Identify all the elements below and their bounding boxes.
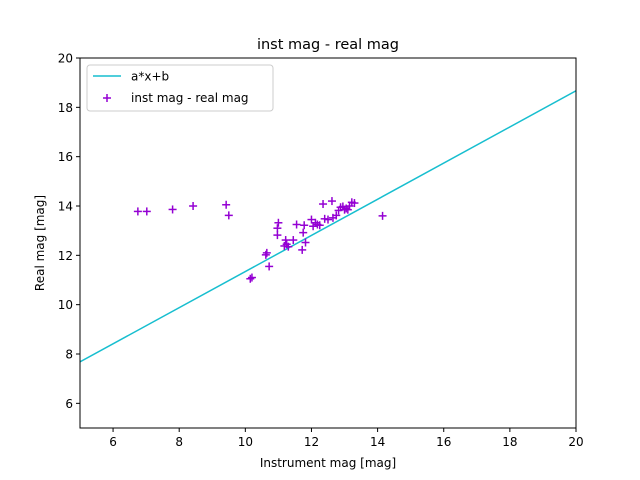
y-axis-ticks: 6 8 10 12 14 16 18 20: [58, 52, 80, 411]
x-tick-label: 20: [568, 435, 583, 449]
x-tick-label: 16: [436, 435, 451, 449]
data-point: [168, 205, 177, 214]
data-point: [324, 215, 332, 224]
chart-title: inst mag - real mag: [257, 37, 399, 53]
data-point: [332, 211, 341, 220]
data-point: [246, 274, 255, 283]
data-point: [298, 245, 307, 254]
data-point: [133, 207, 142, 216]
x-axis-ticks: 6 8 10 12 14 16 18 20: [109, 428, 584, 449]
data-point: [284, 242, 293, 251]
x-tick-label: 6: [109, 435, 117, 449]
x-tick-label: 8: [175, 435, 183, 449]
plot-frame: [79, 57, 577, 429]
data-point: [292, 220, 301, 229]
x-tick-label: 14: [370, 435, 385, 449]
y-tick-label: 16: [58, 150, 73, 164]
data-point: [300, 221, 309, 230]
legend: a*x+b inst mag - real mag: [86, 64, 274, 112]
data-point: [343, 205, 352, 214]
legend-box: [86, 64, 274, 112]
data-point: [273, 224, 282, 233]
plot-area: [80, 58, 576, 428]
legend-plus-marker: [103, 94, 111, 102]
data-point: [262, 248, 271, 257]
data-point: [378, 211, 387, 220]
data-point: [273, 231, 282, 240]
legend-label-data-points: inst mag - real mag: [131, 91, 249, 105]
data-point: [299, 228, 308, 237]
x-axis-label: Instrument mag [mag]: [260, 456, 396, 470]
data-point: [265, 262, 274, 271]
data-layer: [80, 90, 576, 363]
x-tick-label: 10: [238, 435, 253, 449]
data-point: [319, 200, 328, 209]
legend-label-fit-line: a*x+b: [131, 70, 169, 84]
y-tick-label: 14: [58, 200, 73, 214]
x-tick-label: 12: [304, 435, 319, 449]
data-point: [327, 197, 336, 206]
legend-swatch-data-points: [103, 94, 111, 102]
data-point: [224, 211, 233, 220]
data-point: [247, 273, 256, 282]
y-tick-label: 18: [58, 101, 73, 115]
y-tick-label: 6: [65, 397, 73, 411]
y-tick-label: 10: [58, 298, 73, 312]
data-point: [301, 238, 310, 247]
fit-line: [80, 90, 576, 363]
y-tick-label: 20: [58, 52, 73, 66]
y-tick-label: 12: [58, 249, 73, 263]
data-point: [222, 200, 231, 209]
y-tick-label: 8: [65, 348, 73, 362]
data-point: [189, 202, 198, 210]
data-point: [315, 221, 324, 230]
y-axis-label: Real mag [mag]: [33, 195, 47, 291]
data-point: [274, 218, 283, 227]
data-point: [142, 207, 151, 216]
data-point: [281, 236, 290, 245]
x-tick-label: 18: [502, 435, 517, 449]
data-point: [289, 236, 298, 245]
data-point: [350, 199, 359, 208]
